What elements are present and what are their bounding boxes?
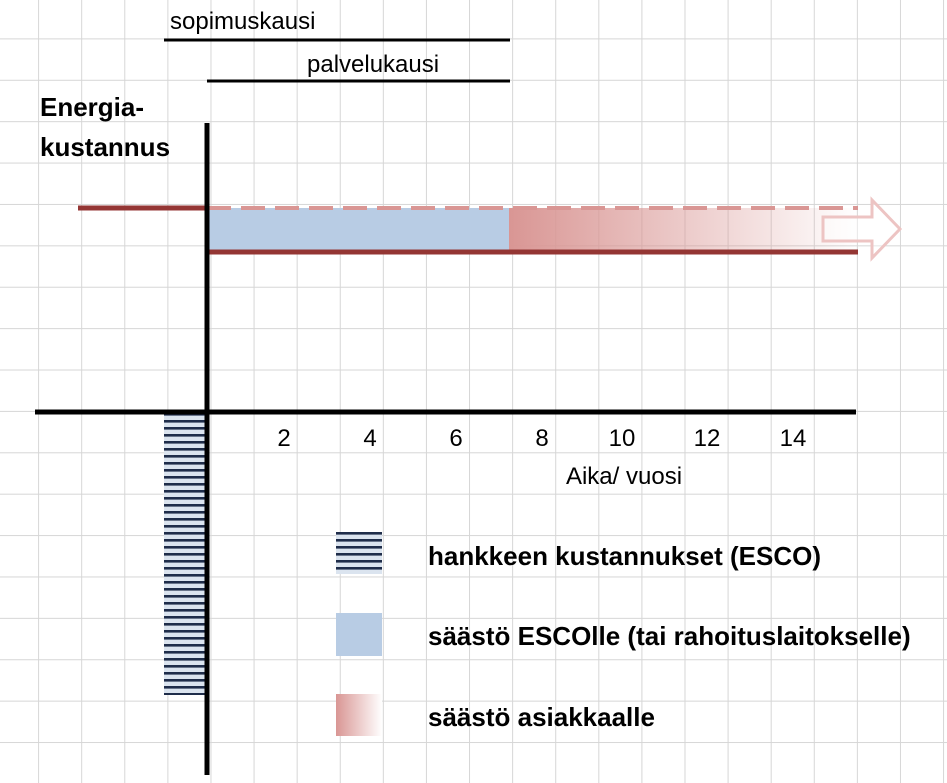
y-axis-label-line2: kustannus (40, 132, 170, 162)
legend-label-project-cost: hankkeen kustannukset (ESCO) (428, 541, 821, 571)
legend-swatch-client-saving (336, 694, 382, 736)
x-tick-label: 2 (277, 425, 290, 452)
x-tick-label: 12 (694, 425, 721, 452)
legend-label-esco-saving: säästö ESCOlle (tai rahoituslaitokselle) (428, 621, 911, 651)
contract-period-label: sopimuskausi (170, 8, 315, 35)
legend-swatch-esco-saving (336, 613, 382, 656)
x-axis-label: Aika/ vuosi (566, 463, 682, 490)
x-tick-label: 10 (609, 425, 636, 452)
legend-label-client-saving: säästö asiakkaalle (428, 702, 655, 732)
y-axis-label-line1: Energia- (40, 92, 144, 122)
esco-savings-area (207, 208, 509, 252)
x-tick-label: 6 (449, 425, 462, 452)
x-tick-label: 8 (535, 425, 548, 452)
x-tick-label: 4 (363, 425, 376, 452)
continuation-arrow-icon (821, 196, 903, 262)
service-period-label: palvelukausi (307, 51, 439, 78)
project-cost-bar (164, 413, 206, 695)
client-savings-area (509, 208, 859, 252)
x-tick-label: 14 (780, 425, 807, 452)
legend-swatch-project-cost (336, 532, 382, 574)
